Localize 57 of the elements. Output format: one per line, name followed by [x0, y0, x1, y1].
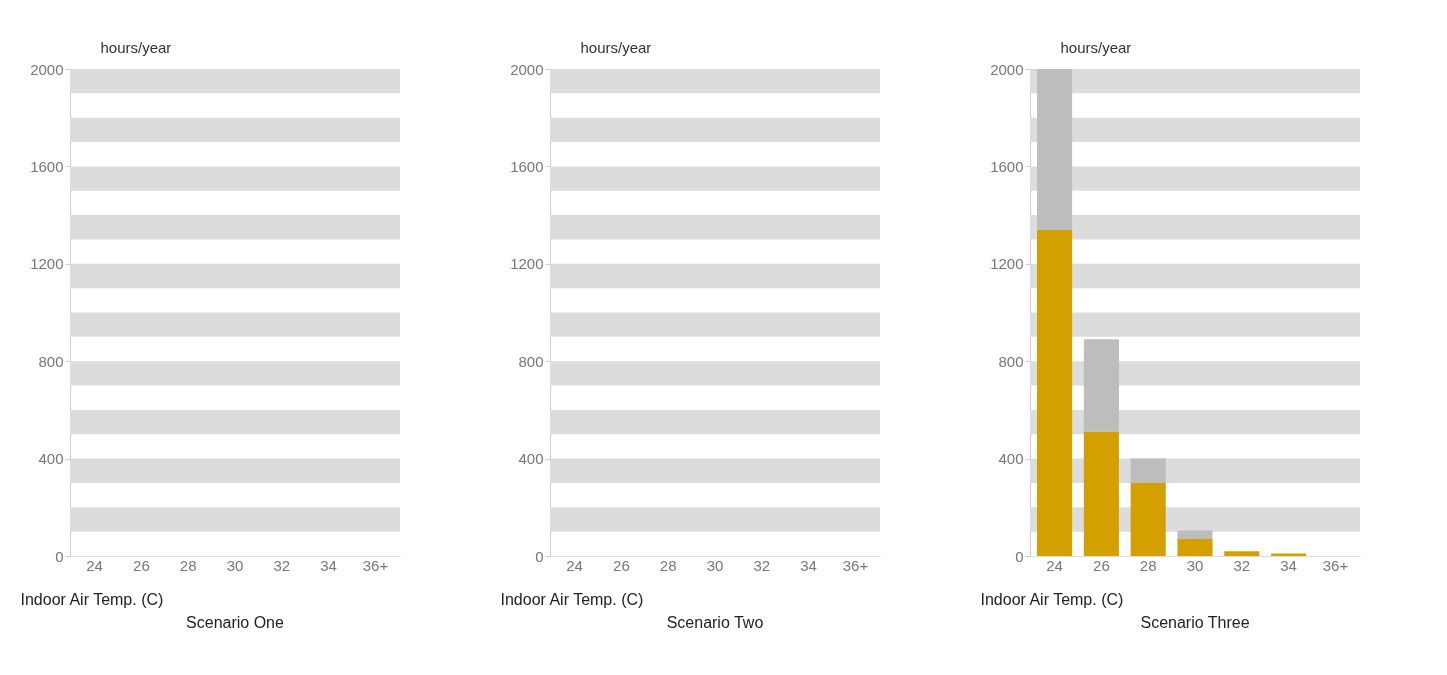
x-tick-label: 26 — [1093, 556, 1110, 574]
y-tick-label: 0 — [535, 547, 544, 565]
y-tick-label: 1600 — [510, 157, 544, 175]
y-tick-label: 0 — [55, 547, 64, 565]
text: Scenario One — [186, 614, 285, 631]
y-tick-label: 400 — [998, 450, 1024, 468]
x-tick-label: 36+ — [362, 556, 389, 574]
x-tick-label: 32 — [273, 556, 291, 574]
y-tick-label: 800 — [998, 352, 1024, 370]
x-tick-label: 30 — [226, 556, 244, 574]
bar — [1037, 69, 1073, 230]
x-tick-label: 26 — [133, 556, 150, 574]
x-tick-label: 36+ — [1322, 556, 1349, 574]
x-tick-label: 28 — [659, 556, 677, 574]
y-tick-label: 400 — [518, 450, 544, 468]
x-tick-label: 24 — [1046, 556, 1063, 574]
text: Scenario Two — [666, 614, 764, 631]
y-tick-label: 400 — [38, 450, 64, 468]
bar — [1037, 229, 1073, 556]
y-axis-title: hours/year — [1060, 38, 1132, 56]
y-tick-label: 2000 — [510, 60, 544, 78]
y-tick-label: 1600 — [990, 157, 1024, 175]
x-tick-label: 32 — [1233, 556, 1251, 574]
x-tick-label: 24 — [566, 556, 583, 574]
x-tick-label: 24 — [86, 556, 103, 574]
x-tick-label: 30 — [1186, 556, 1204, 574]
y-tick-label: 1200 — [990, 255, 1024, 273]
bar — [1130, 482, 1166, 556]
x-tick-label: 30 — [706, 556, 724, 574]
x-tick-label: 36+ — [842, 556, 869, 574]
x-axis-title: Indoor Air Temp. (C) — [20, 590, 164, 608]
x-tick-label: 34 — [800, 556, 817, 574]
y-tick-label: 800 — [518, 352, 544, 370]
x-tick-label: 32 — [753, 556, 771, 574]
bar — [1224, 551, 1260, 556]
bar — [1177, 538, 1213, 556]
y-tick-label: 800 — [38, 352, 64, 370]
x-tick-label: 28 — [1139, 556, 1157, 574]
bar — [1177, 530, 1213, 539]
bar — [1083, 339, 1119, 432]
y-tick-label: 1200 — [510, 255, 544, 273]
bar — [1083, 431, 1119, 556]
x-tick-label: 34 — [320, 556, 337, 574]
y-tick-label: 2000 — [30, 60, 64, 78]
y-tick-label: 2000 — [990, 60, 1024, 78]
x-tick-label: 28 — [179, 556, 197, 574]
bar — [1130, 458, 1166, 483]
x-tick-label: 26 — [613, 556, 630, 574]
y-axis-title: hours/year — [100, 38, 172, 56]
y-axis-title: hours/year — [580, 38, 652, 56]
text: Scenario Three — [1140, 614, 1250, 631]
y-tick-label: 1200 — [30, 255, 64, 273]
x-axis-title: Indoor Air Temp. (C) — [500, 590, 644, 608]
y-tick-label: 0 — [1015, 547, 1024, 565]
x-tick-label: 34 — [1280, 556, 1297, 574]
y-tick-label: 1600 — [30, 157, 64, 175]
x-axis-title: Indoor Air Temp. (C) — [980, 590, 1124, 608]
